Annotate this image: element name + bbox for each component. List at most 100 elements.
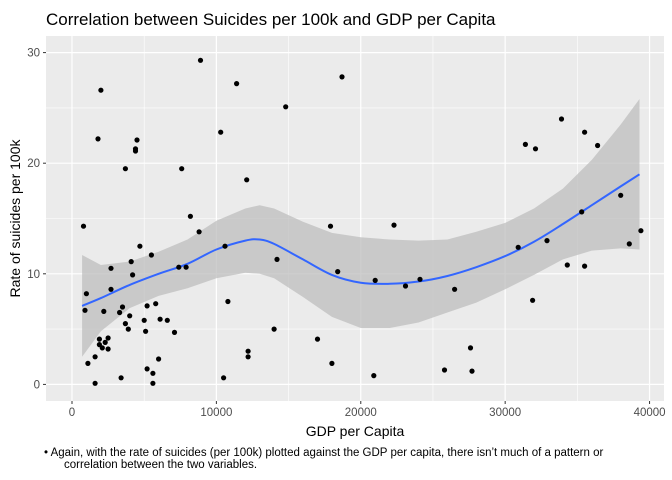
data-point xyxy=(108,265,114,271)
data-point xyxy=(618,192,624,198)
data-point xyxy=(117,309,123,316)
data-point xyxy=(108,286,114,292)
data-point xyxy=(143,328,149,334)
data-point xyxy=(595,142,601,149)
data-point xyxy=(314,336,321,342)
caption-note: • Again, with the rate of suicides (per … xyxy=(44,447,664,471)
data-point xyxy=(82,307,88,313)
data-point xyxy=(144,303,150,309)
data-point xyxy=(132,146,139,152)
data-point xyxy=(105,346,111,352)
data-point xyxy=(137,243,143,249)
data-point xyxy=(101,308,107,314)
confidence-band xyxy=(82,99,640,357)
data-point xyxy=(582,129,588,135)
data-point xyxy=(626,241,632,247)
x-tick-label: 0 xyxy=(69,407,75,419)
y-tick-label: 10 xyxy=(27,269,40,281)
smooth-trend-line xyxy=(81,173,641,307)
data-point xyxy=(171,329,178,335)
data-point xyxy=(128,259,134,265)
data-point xyxy=(150,370,156,376)
data-point xyxy=(582,263,588,269)
data-point xyxy=(176,264,182,270)
data-point xyxy=(530,297,536,303)
data-point xyxy=(92,354,98,360)
data-point xyxy=(197,57,204,63)
x-tick-label: 40000 xyxy=(634,407,666,419)
data-point xyxy=(244,177,250,183)
data-point xyxy=(218,129,224,135)
x-tick-label: 20000 xyxy=(345,407,377,419)
data-point xyxy=(339,74,345,80)
data-point xyxy=(127,313,133,319)
data-point xyxy=(271,326,277,332)
data-point xyxy=(80,223,87,229)
data-point xyxy=(156,356,162,362)
data-point xyxy=(92,380,98,386)
y-axis-ticks: 0 10 20 30 xyxy=(27,48,46,391)
data-point xyxy=(522,141,529,147)
chart-title: Correlation between Suicides per 100k an… xyxy=(46,10,496,29)
data-point xyxy=(98,87,104,93)
x-tick-label: 10000 xyxy=(200,407,232,419)
data-point xyxy=(638,228,644,234)
data-point xyxy=(221,375,227,381)
data-point xyxy=(532,146,539,152)
data-point xyxy=(283,104,289,110)
data-point xyxy=(122,166,128,172)
data-point xyxy=(164,317,170,323)
data-point xyxy=(150,380,156,386)
data-point xyxy=(96,336,102,342)
bullet: • xyxy=(44,447,49,459)
data-point xyxy=(225,298,231,305)
data-point xyxy=(452,286,458,292)
x-tick-label: 30000 xyxy=(489,407,521,419)
data-point xyxy=(234,81,240,87)
data-point xyxy=(372,277,378,283)
data-points xyxy=(80,57,644,386)
data-point xyxy=(144,366,150,372)
data-point xyxy=(564,262,570,268)
data-point xyxy=(153,301,159,307)
data-point xyxy=(187,213,193,219)
y-tick-label: 20 xyxy=(27,158,40,170)
data-point xyxy=(391,222,397,228)
data-point xyxy=(134,137,140,143)
data-point xyxy=(558,116,565,122)
data-point xyxy=(83,291,89,297)
data-point xyxy=(141,317,147,323)
data-point xyxy=(245,348,251,354)
data-point xyxy=(130,272,136,278)
data-point xyxy=(85,360,91,366)
caption-line-2: correlation between the two variables. xyxy=(64,459,258,471)
data-point xyxy=(119,304,126,310)
data-point xyxy=(118,375,124,381)
data-point xyxy=(222,243,228,249)
data-point xyxy=(441,367,448,373)
data-point xyxy=(417,276,423,282)
data-point xyxy=(544,238,550,244)
data-point xyxy=(148,252,154,258)
caption-line-1: Again, with the rate of suicides (per 10… xyxy=(50,447,604,459)
data-point xyxy=(95,136,101,142)
data-point xyxy=(196,229,202,235)
y-tick-label: 30 xyxy=(27,48,40,60)
data-point xyxy=(179,166,185,172)
data-point xyxy=(122,321,128,327)
data-point xyxy=(274,256,280,262)
data-point xyxy=(327,223,334,229)
data-point xyxy=(371,373,377,379)
y-axis-label: Rate of suicides per 100k xyxy=(7,139,23,298)
data-point xyxy=(245,354,251,360)
y-tick-label: 0 xyxy=(34,379,40,391)
data-point xyxy=(157,316,163,322)
data-point xyxy=(329,360,335,366)
data-point xyxy=(102,339,108,345)
data-point xyxy=(402,283,409,289)
data-point xyxy=(183,264,189,270)
data-point xyxy=(579,209,585,215)
data-point xyxy=(469,368,475,374)
x-axis-ticks: 0 10000 20000 30000 40000 xyxy=(69,401,666,419)
